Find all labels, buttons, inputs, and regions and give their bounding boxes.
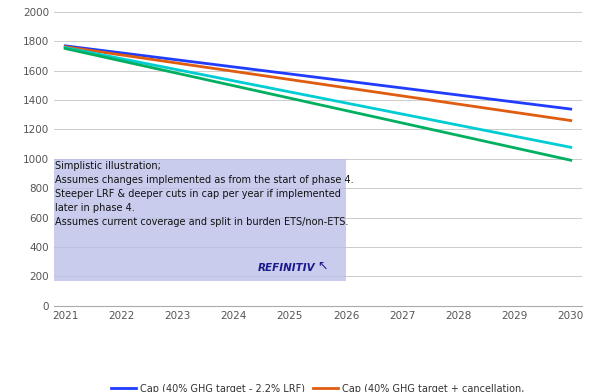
Text: Simplistic illustration;
Assumes changes implemented as from the start of phase : Simplistic illustration; Assumes changes… (55, 161, 354, 227)
Legend: Cap (40% GHG target - 2.2% LRF), Cap (50% GHG, 3.4% LRF), Cap (40% GHG target + : Cap (40% GHG target - 2.2% LRF), Cap (50… (107, 380, 529, 392)
Text: ↖: ↖ (317, 260, 328, 273)
Text: REFINITIV: REFINITIV (257, 263, 315, 273)
FancyBboxPatch shape (49, 159, 346, 281)
